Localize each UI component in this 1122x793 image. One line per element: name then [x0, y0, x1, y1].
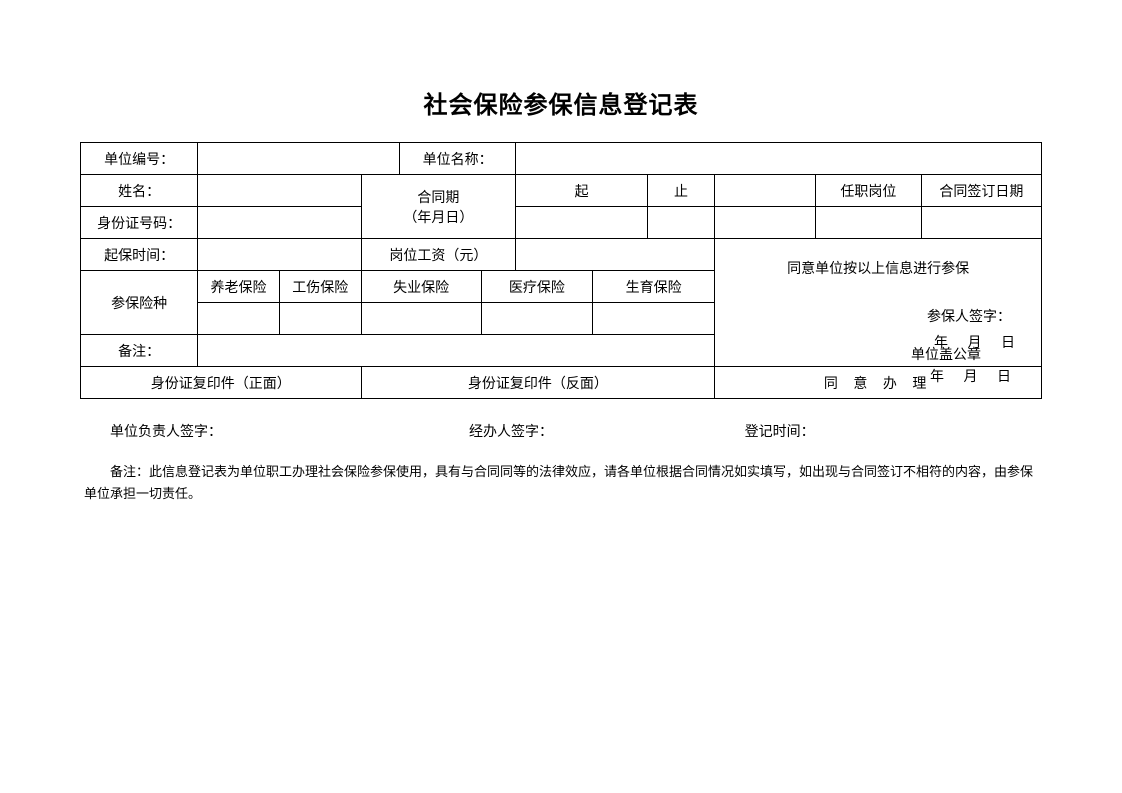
value-contract-gap[interactable] [715, 175, 816, 207]
label-contract-period: 合同期 （年月日） [361, 175, 516, 239]
label-maternity: 生育保险 [593, 271, 715, 303]
label-unit-no: 单位编号： [81, 143, 198, 175]
value-contract-gap2[interactable] [715, 207, 816, 239]
footer-note: 备注：此信息登记表为单位职工办理社会保险参保使用，具有与合同同等的法律效应，请各… [80, 461, 1042, 505]
label-sign-date: 合同签订日期 [921, 175, 1041, 207]
value-sign-date[interactable] [921, 207, 1041, 239]
reg-time: 登记时间： [645, 421, 1012, 441]
signer-label: 参保人签字： [715, 306, 1041, 326]
label-pension: 养老保险 [198, 271, 280, 303]
note-text: 此信息登记表为单位职工办理社会保险参保使用，具有与合同同等的法律效应，请各单位根… [84, 464, 1033, 501]
label-remark: 备注： [81, 335, 198, 367]
label-position: 任职岗位 [816, 175, 922, 207]
label-unemployment: 失业保险 [361, 271, 481, 303]
value-start[interactable] [516, 207, 648, 239]
label-id-no: 身份证号码： [81, 207, 198, 239]
note-label: 备注： [110, 464, 149, 479]
value-medical[interactable] [481, 303, 592, 335]
id-copy-front: 身份证复印件（正面） [81, 367, 362, 399]
label-insure-types: 参保险种 [81, 271, 198, 335]
seal-label: 单位盖公章 [911, 344, 981, 364]
value-maternity[interactable] [593, 303, 715, 335]
handler-sign: 经办人签字： [377, 421, 644, 441]
unit-head-sign: 单位负责人签字： [110, 421, 377, 441]
consent-date: 年 月 日 [715, 332, 1041, 352]
value-name[interactable] [198, 175, 361, 207]
value-remark[interactable] [198, 335, 715, 367]
value-id-no[interactable] [198, 207, 361, 239]
label-insure-start: 起保时间： [81, 239, 198, 271]
label-name: 姓名： [81, 175, 198, 207]
approve-block: 同 意 办 理 单位盖公章 年 月 日 [715, 367, 1042, 399]
registration-table: 单位编号： 单位名称： 姓名： 合同期 （年月日） 起 止 任职岗位 合同签订日… [80, 142, 1042, 399]
label-medical: 医疗保险 [481, 271, 592, 303]
value-position[interactable] [816, 207, 922, 239]
label-injury: 工伤保险 [279, 271, 361, 303]
consent-block: 同意单位按以上信息进行参保 参保人签字： 年 月 日 [715, 239, 1042, 367]
value-insure-start[interactable] [198, 239, 361, 271]
label-post-salary: 岗位工资（元） [361, 239, 516, 271]
approve-date: 年 月 日 [930, 366, 1019, 386]
consent-line: 同意单位按以上信息进行参保 [715, 258, 1041, 278]
id-copy-back: 身份证复印件（反面） [361, 367, 715, 399]
value-injury[interactable] [279, 303, 361, 335]
value-pension[interactable] [198, 303, 280, 335]
label-start: 起 [516, 175, 648, 207]
value-unit-no[interactable] [198, 143, 400, 175]
label-end: 止 [647, 175, 714, 207]
label-unit-name: 单位名称： [400, 143, 516, 175]
page-title: 社会保险参保信息登记表 [80, 85, 1042, 120]
value-end[interactable] [647, 207, 714, 239]
value-unemployment[interactable] [361, 303, 481, 335]
signature-row: 单位负责人签字： 经办人签字： 登记时间： [80, 421, 1042, 441]
value-unit-name[interactable] [516, 143, 1042, 175]
value-post-salary[interactable] [516, 239, 715, 271]
